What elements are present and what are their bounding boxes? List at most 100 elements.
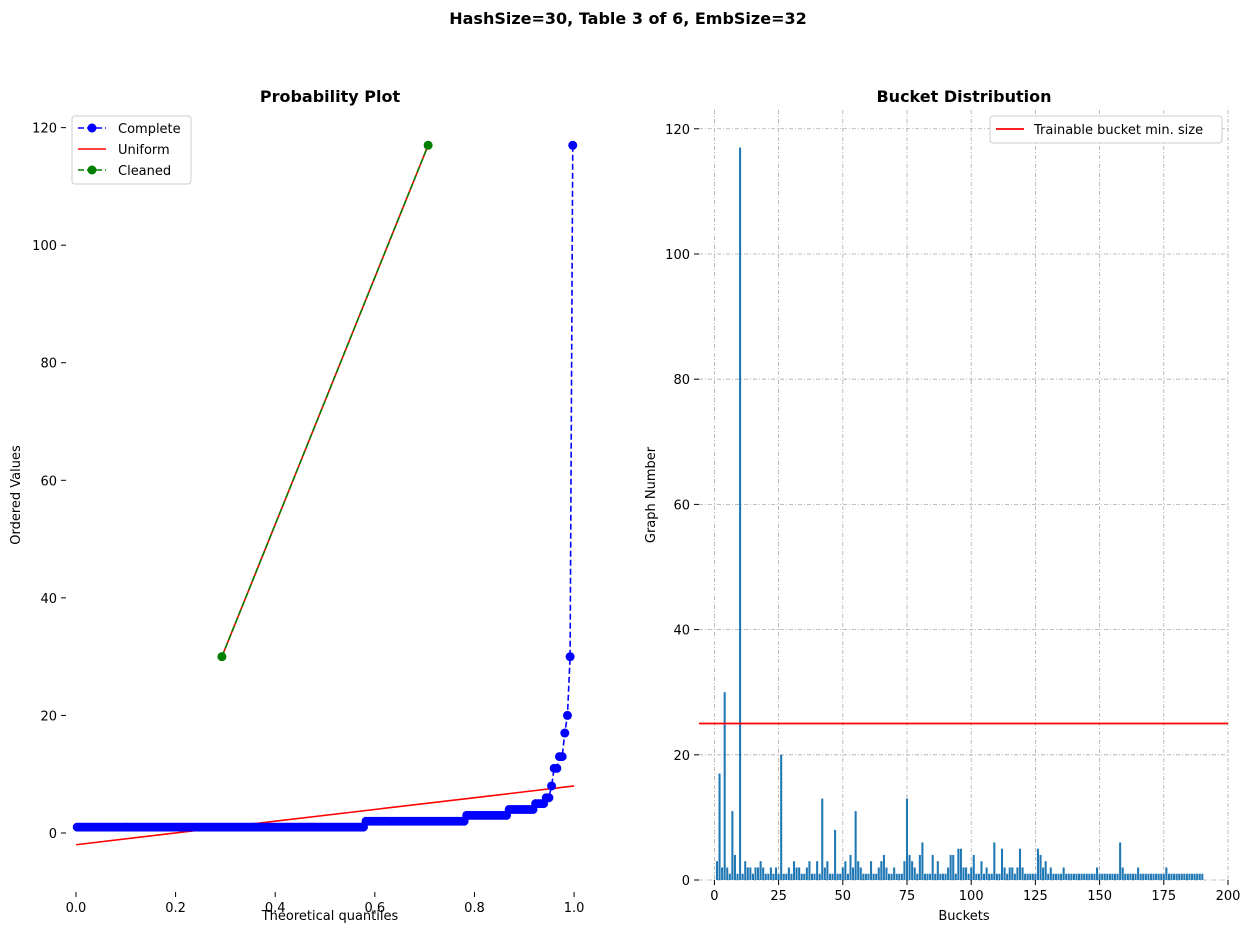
bucket-distribution-y-tick-label: 0 (682, 874, 690, 889)
bucket-distribution-y-tick-label: 80 (673, 373, 690, 388)
bucket-bar (1180, 873, 1183, 880)
bucket-bar (1131, 873, 1135, 880)
bucket-bar (746, 867, 749, 880)
complete-point (547, 781, 557, 791)
bucket-bar (798, 867, 801, 880)
bucket-bar (1126, 873, 1129, 880)
bucket-bar (990, 873, 993, 880)
bucket-bar (1111, 873, 1114, 880)
bucket-bar (1103, 873, 1106, 880)
bucket-bar (947, 867, 950, 880)
bucket-bar (890, 873, 893, 880)
bucket-bar (1036, 848, 1039, 880)
bucket-bar (1121, 867, 1124, 880)
bucket-bar (852, 867, 855, 880)
bucket-bar (790, 873, 793, 880)
bucket-bar (936, 861, 939, 880)
legend-cleaned-label: Cleaned (118, 164, 171, 179)
bucket-bar (1124, 873, 1127, 880)
bucket-bar (1142, 873, 1145, 880)
bucket-bar (1070, 873, 1073, 880)
bucket-bar (1106, 873, 1109, 880)
bucket-distribution-x-tick-label: 25 (770, 889, 787, 904)
bucket-bar (1144, 873, 1147, 880)
bucket-bar (1147, 873, 1150, 880)
legend-complete-marker (87, 123, 97, 133)
bucket-bar (1185, 873, 1188, 880)
bucket-distribution-x-tick-label: 0 (710, 889, 718, 904)
bucket-bar (1113, 873, 1117, 880)
bucket-bar (1183, 873, 1186, 880)
bucket-bar (810, 873, 814, 880)
bucket-bar (977, 873, 980, 880)
bucket-distribution-title: Bucket Distribution (876, 87, 1051, 106)
bucket-distribution-legend-box (989, 115, 1223, 144)
bucket-bar (834, 829, 837, 880)
bucket-bar (1008, 867, 1011, 880)
bucket-bar (1011, 867, 1014, 880)
bucket-bar (1047, 873, 1050, 880)
bucket-bar (841, 867, 844, 880)
bucket-bar (1170, 873, 1173, 880)
bucket-distribution-x-tick-label: 200 (1216, 889, 1241, 904)
bucket-distribution-xlabel: Buckets (938, 909, 989, 924)
complete-point (560, 728, 570, 738)
probability-plot-x-tick-label: 0.6 (364, 901, 385, 916)
uniform-fit-line-1 (75, 785, 575, 846)
bucket-distribution-y-tick-label: 100 (665, 248, 690, 263)
probability-plot-x-tick-label: 0.2 (165, 901, 186, 916)
bucket-bar (1175, 873, 1178, 880)
bucket-bar (1003, 867, 1006, 880)
bucket-bar (905, 798, 909, 880)
bucket-bar (913, 867, 916, 880)
bucket-bar (846, 873, 849, 880)
bucket-bar (1054, 873, 1057, 880)
bucket-bar (893, 867, 896, 880)
bucket-bar (1152, 873, 1155, 880)
bucket-bar (939, 873, 942, 880)
bucket-bar (1062, 867, 1065, 880)
bucket-bar (749, 867, 752, 880)
bucket-bar (1162, 873, 1165, 880)
bucket-bar (1196, 873, 1199, 880)
bucket-bar (1090, 873, 1093, 880)
bucket-bar (1072, 873, 1075, 880)
bucket-bar (723, 692, 726, 880)
bucket-bar (1026, 873, 1029, 880)
bucket-bar (916, 873, 919, 880)
probability-plot-x-tick-label: 0.4 (265, 901, 286, 916)
bucket-bar (769, 867, 772, 880)
bucket-bar (862, 873, 865, 880)
bucket-bar (1137, 867, 1140, 880)
bucket-bar (803, 873, 806, 880)
bucket-bar (923, 873, 926, 880)
bucket-bar (1173, 873, 1176, 880)
bucket-distribution-bars (715, 147, 1204, 880)
bucket-distribution-x-ticks: 0 25 50 75 100 125 150 175 200 (710, 880, 1240, 904)
complete-point (552, 763, 562, 773)
bucket-distribution-x-tick-label: 175 (1151, 889, 1176, 904)
bucket-bar (962, 867, 965, 880)
bucket-bar (859, 867, 862, 880)
bucket-bar (1165, 867, 1168, 880)
bucket-bar (857, 861, 860, 880)
bucket-bar (1049, 867, 1052, 880)
bucket-bar (757, 867, 760, 880)
probability-plot-ylabel: Ordered Values (9, 445, 24, 545)
bucket-bar (898, 873, 901, 880)
legend-cleaned-marker (87, 165, 97, 175)
bucket-bar (1013, 873, 1016, 880)
bucket-bar (736, 873, 739, 880)
bucket-bar (1139, 873, 1142, 880)
bucket-bar (941, 873, 944, 880)
bucket-bar (988, 873, 991, 880)
bucket-bar (805, 867, 808, 880)
bucket-bar (718, 773, 721, 880)
bucket-distribution-panel: Bucket Distribution 0 20 40 60 80 100 120 0 25 5… (644, 87, 1240, 924)
bucket-bar (1067, 873, 1070, 880)
bucket-bar (726, 867, 729, 880)
bucket-bar (792, 861, 796, 880)
bucket-distribution-y-tick-label: 60 (673, 498, 690, 513)
figure-suptitle: HashSize=30, Table 3 of 6, EmbSize=32 (449, 9, 807, 28)
bucket-bar (721, 867, 724, 880)
